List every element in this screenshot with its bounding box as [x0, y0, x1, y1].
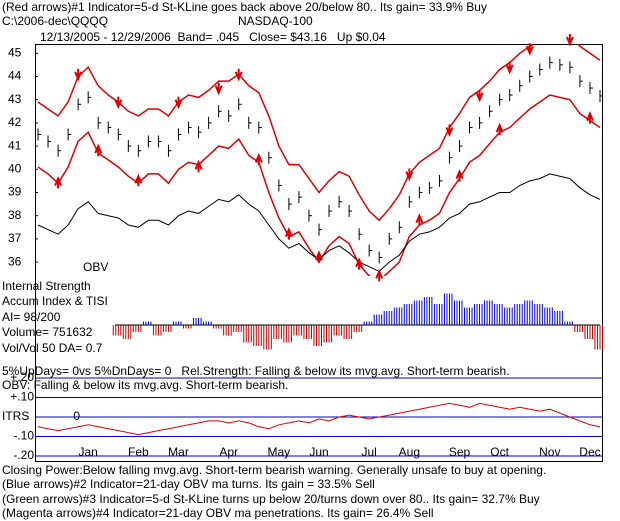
x-tick-label: Sep — [449, 445, 471, 459]
x-tick-label: Feb — [128, 445, 149, 459]
x-tick-label: Jul — [362, 445, 377, 459]
arrow — [525, 43, 534, 56]
y-tick-label: +.20 — [10, 370, 34, 384]
arrow — [586, 111, 594, 124]
header-line: (Red arrows)#1 Indicator=5-d St-KLine go… — [2, 0, 487, 14]
arrow — [174, 96, 183, 110]
label: Vol/Vol 50 DA= 0.7 — [2, 341, 103, 355]
arrow — [54, 176, 62, 189]
arrow — [505, 61, 514, 75]
x-tick-label: Mar — [168, 445, 189, 459]
y-tick-label: 43 — [8, 92, 22, 106]
label: AI= 98/200 — [2, 310, 61, 324]
x-tick-label: Aug — [399, 445, 420, 459]
x-tick-label: Dec — [579, 445, 600, 459]
arrow — [194, 159, 203, 173]
line — [37, 402, 601, 436]
arrow — [234, 68, 243, 82]
arrow — [94, 143, 103, 157]
arrow — [74, 68, 83, 82]
index-name: NASDAQ-100 — [238, 14, 313, 28]
y-tick-label: 42 — [8, 115, 22, 129]
arrow — [315, 250, 323, 263]
arrow — [475, 89, 484, 103]
y-tick-label: 45 — [8, 45, 22, 59]
line — [37, 44, 601, 222]
y-tick-label: +.10 — [10, 390, 34, 404]
y-tick-label: 36 — [8, 254, 22, 268]
arrow — [405, 168, 414, 182]
arrow — [284, 227, 293, 240]
y-tick-label: -.10 — [13, 429, 34, 443]
arrow — [375, 268, 384, 282]
price-panel — [37, 44, 602, 276]
label: OBV: Falling & below its mvg.avg. Short-… — [2, 378, 288, 392]
arrow — [455, 169, 464, 182]
footer-line: (Green arrows)#3 Indicator=5-d St-KLine … — [2, 492, 540, 506]
arrow — [415, 213, 424, 226]
x-tick-label: Jun — [309, 445, 328, 459]
label: Volume= 751632 — [2, 325, 93, 339]
frame — [35, 44, 603, 462]
x-tick-label: Nov — [539, 445, 560, 459]
y-tick-label: 41 — [8, 138, 22, 152]
arrow — [495, 122, 504, 136]
y-tick-label: 44 — [8, 69, 22, 83]
label: Internal Strength — [2, 279, 91, 293]
x-tick-label: Apr — [219, 445, 238, 459]
footer-line: (Blue arrows)#2 Indicator=21-day OBV ma … — [2, 477, 375, 491]
obv-label: OBV — [83, 260, 108, 274]
y-tick-label: 37 — [8, 231, 22, 245]
arrow — [114, 96, 123, 110]
arrow — [355, 257, 364, 270]
arrow — [254, 152, 263, 166]
x-tick-label: Oct — [490, 445, 509, 459]
x-tick-label: Jan — [78, 445, 97, 459]
y-tick-label: -.20 — [13, 448, 34, 462]
y-tick-label: 40 — [8, 161, 22, 175]
x-tick-label: May — [268, 445, 291, 459]
label: 5%UpDays= 0vs 5%DnDays= 0 Rel.Strength: … — [2, 364, 510, 378]
footer-line: Closing Power:Below falling mvg.avg. Sho… — [2, 463, 546, 477]
arrow — [445, 124, 454, 138]
header-line: 12/13/2005 - 12/29/2006 Band= .045 Close… — [40, 30, 386, 44]
file-name: C:\2006-dec\QQQQ — [2, 14, 108, 28]
footer-line: (Magenta arrows)#4 Indicator=21-day OBV … — [2, 506, 434, 520]
label: ITRS — [2, 409, 29, 423]
y-tick-label: 39 — [8, 185, 22, 199]
y-tick-label: 38 — [8, 208, 22, 222]
label: Accum Index & TISI — [2, 294, 108, 308]
arrow — [134, 173, 143, 187]
y-tick-label: 0 — [73, 409, 80, 423]
arrow — [214, 82, 223, 96]
arrow — [565, 34, 574, 47]
